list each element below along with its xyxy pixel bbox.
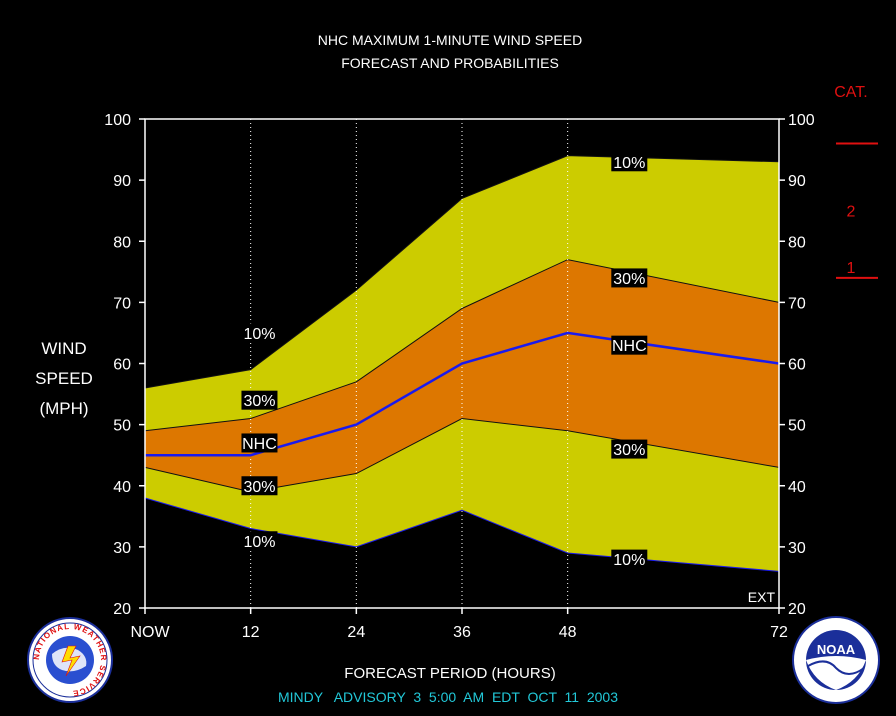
x-axis: NOW 12 24 36 48 72 [130,608,788,641]
x-tick-label: 12 [242,624,260,641]
band-label: 30% [613,271,645,288]
band-label-box [241,433,278,453]
band-label-box [611,439,648,459]
nws-logo: NATIONAL WEATHER SERVICE [27,617,113,703]
band-label: 30% [613,442,645,459]
y-tick-label-right: 50 [788,418,806,435]
band-label-box [611,268,648,288]
x-tick-label: 24 [347,624,365,641]
band-labels: 10% 30% NHC 30% 10% 10% 30% NHC 30% 10% [241,152,648,569]
x-tick-label: 48 [559,624,577,641]
y-tick-label-right: 60 [788,357,806,374]
y-tick-label-right: 20 [788,601,806,618]
category-scale: CAT. 2 1 [834,84,878,279]
band-label-box [241,531,278,551]
band-label: 10% [613,552,645,569]
x-axis-label: FORECAST PERIOD (HOURS) [344,665,555,682]
y-axis-right: 20 30 40 50 60 70 80 90 100 [779,112,815,618]
band-label: 10% [243,326,275,343]
y-tick-label-left: 70 [113,295,131,312]
band-label-box [241,390,278,410]
y-tick-label-right: 100 [788,112,815,129]
y-tick-label-right: 70 [788,295,806,312]
category-title: CAT. [834,84,867,101]
band-label-box [611,335,648,355]
y-tick-label-left: 100 [104,112,131,129]
noaa-logo-text: NOAA [817,642,856,657]
band-label-box [611,549,648,569]
y-tick-label-left: 20 [113,601,131,618]
y-axis-label-line-2: SPEED [35,369,93,388]
band-label: NHC [242,436,277,453]
y-tick-label-left: 80 [113,234,131,251]
band-label: 30% [243,393,275,410]
chart-title-line-1: NHC MAXIMUM 1-MINUTE WIND SPEED [318,32,582,48]
plot-area: 10% 30% NHC 30% 10% 10% 30% NHC 30% 10% EXT [144,118,780,609]
band-label: 10% [243,534,275,551]
y-tick-label-left: 60 [113,357,131,374]
y-tick-label-left: 30 [113,540,131,557]
y-tick-label-right: 80 [788,234,806,251]
x-tick-label: 72 [770,624,788,641]
y-tick-label-left: 50 [113,418,131,435]
boundary-10-percent-high [144,155,780,389]
boundary-30-percent-low [144,417,780,493]
x-tick-label: NOW [130,624,170,641]
category-level-label: 2 [847,204,856,221]
y-tick-label-right: 30 [788,540,806,557]
y-axis-label-line-1: WIND [41,339,86,358]
y-axis-label-line-3: (MPH) [39,399,88,418]
band-label: 30% [243,479,275,496]
x-tick-label: 36 [453,624,471,641]
advisory-line: MINDY ADVISORY 3 5:00 AM EDT OCT 11 2003 [278,689,618,705]
boundary-30-percent-high [144,259,780,432]
noaa-logo: NOAA [792,616,880,704]
y-tick-label-right: 40 [788,479,806,496]
band-label: 10% [613,155,645,172]
y-tick-label-right: 90 [788,173,806,190]
category-level-label: 1 [847,260,856,277]
ext-label: EXT [748,589,776,605]
y-tick-label-left: 40 [113,479,131,496]
band-label-box [241,323,278,343]
chart-title-line-2: FORECAST AND PROBABILITIES [341,55,559,71]
band-label: NHC [612,338,647,355]
nhc-forecast-line [145,331,780,457]
y-tick-label-left: 90 [113,173,131,190]
y-axis-left: 20 30 40 50 60 70 80 90 100 [104,112,145,618]
band-label-box [611,152,648,172]
boundary-10-percent-low [144,497,780,572]
band-label-box [241,476,278,496]
